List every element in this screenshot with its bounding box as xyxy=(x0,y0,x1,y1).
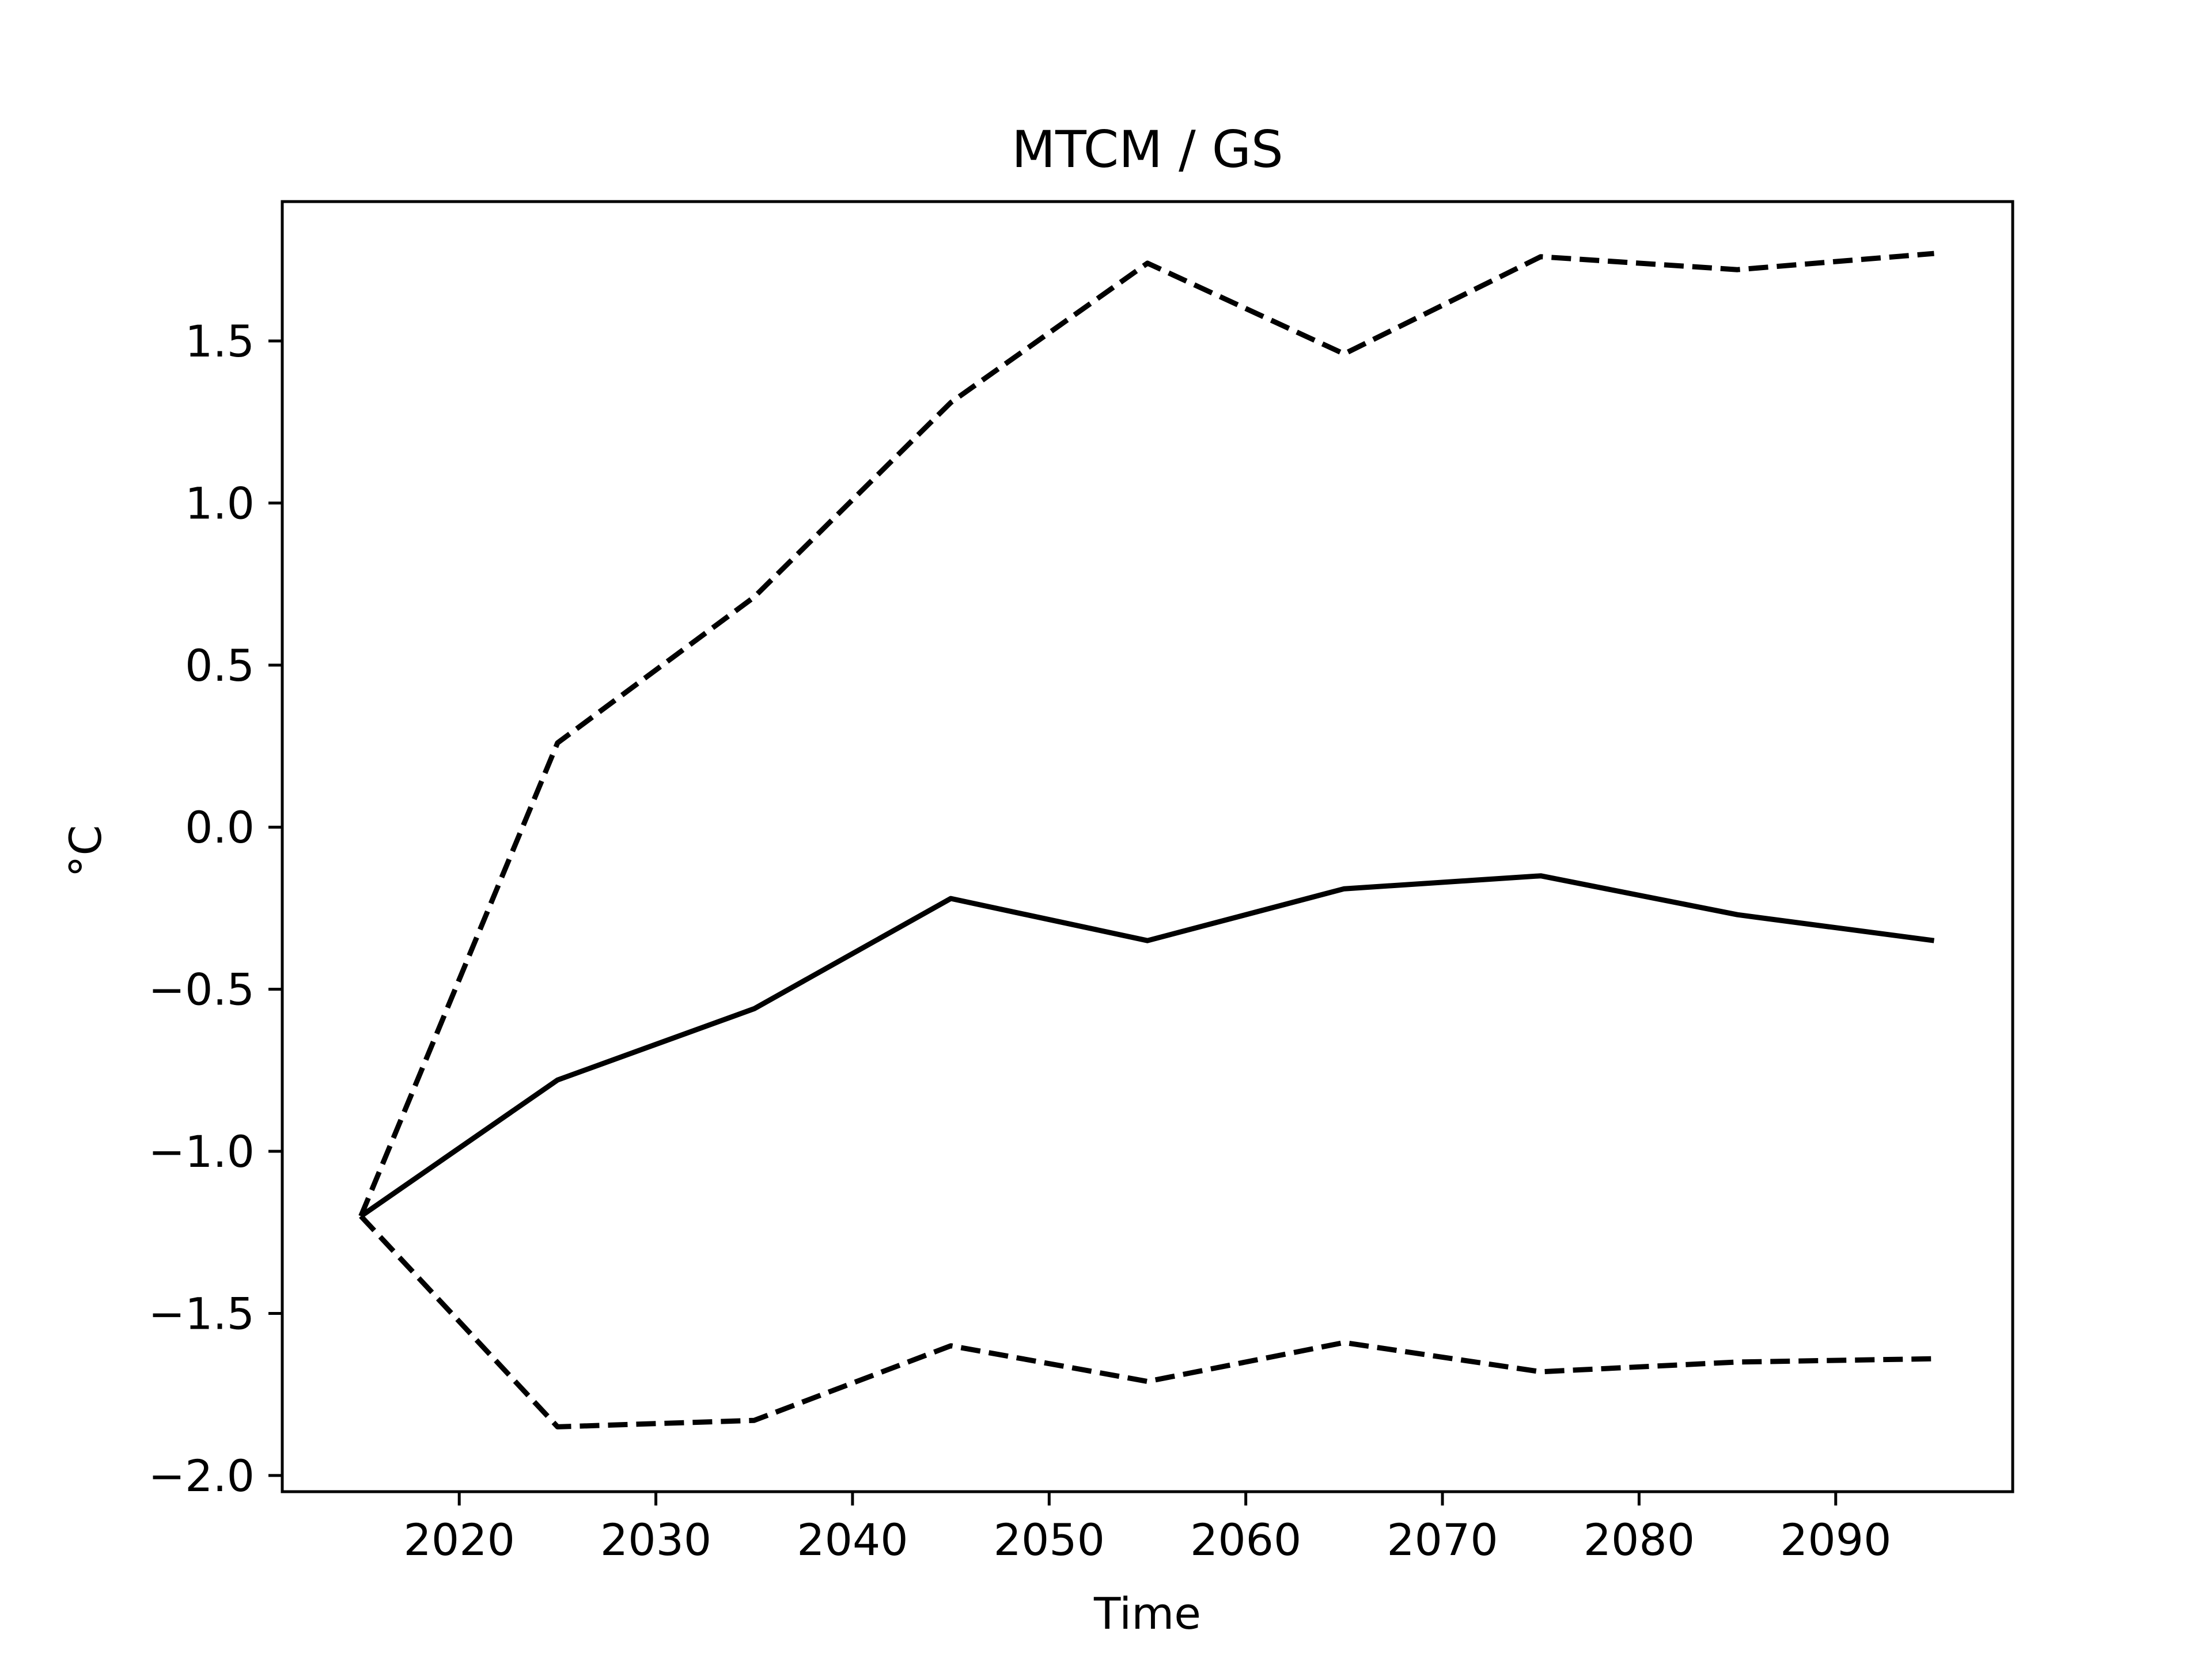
y-axis-label: °C xyxy=(60,825,111,877)
x-tick-label: 2050 xyxy=(994,1514,1105,1565)
series-layer xyxy=(358,251,1935,1429)
x-tick-label: 2060 xyxy=(1190,1514,1301,1565)
y-axis: −2.0 −1.5 −1.0 −0.5 0.0 0.5 1.0 1.5 xyxy=(148,316,282,1501)
y-tick-label: 0.0 xyxy=(185,802,255,853)
series-line-1 xyxy=(358,251,1934,1218)
x-tick-label: 2080 xyxy=(1584,1514,1695,1565)
y-tick-label: −1.5 xyxy=(148,1288,255,1339)
chart-title: MTCM / GS xyxy=(1012,120,1283,179)
plot-frame xyxy=(281,200,2014,1493)
x-axis: 2020 2030 2040 2050 2060 2070 2080 2090 xyxy=(404,1492,1891,1565)
series-line-0 xyxy=(359,873,1935,1219)
x-tick-label: 2040 xyxy=(797,1514,908,1565)
x-tick-label: 2030 xyxy=(600,1514,711,1565)
x-tick-label: 2020 xyxy=(404,1514,515,1565)
x-tick-label: 2090 xyxy=(1780,1514,1891,1565)
y-tick-label: −0.5 xyxy=(148,964,255,1015)
x-axis-label: Time xyxy=(1093,1588,1201,1639)
series-line-2 xyxy=(359,1214,1934,1429)
y-tick-label: −1.0 xyxy=(148,1126,255,1177)
y-tick-label: 0.5 xyxy=(185,640,255,691)
y-tick-label: −2.0 xyxy=(148,1450,255,1501)
x-tick-label: 2070 xyxy=(1387,1514,1498,1565)
y-tick-label: 1.5 xyxy=(185,316,255,367)
y-tick-label: 1.0 xyxy=(185,477,255,529)
